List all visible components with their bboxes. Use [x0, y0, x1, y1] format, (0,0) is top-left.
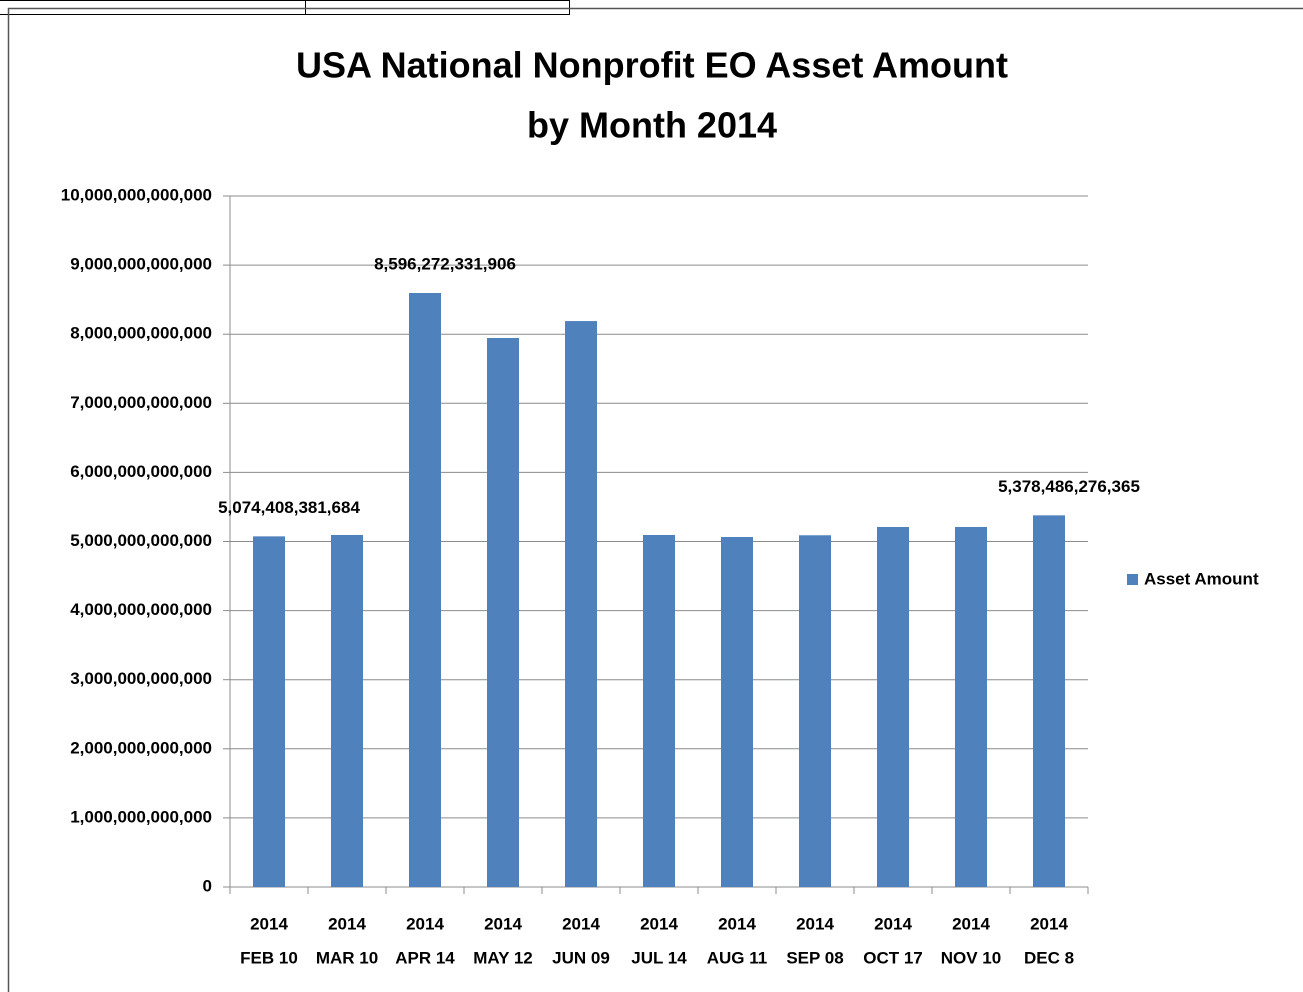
x-tick-label: 2014: [874, 914, 912, 933]
x-tick-label: JUN 09: [552, 948, 610, 967]
x-tick-label: MAR 10: [316, 948, 378, 967]
x-tick-label: OCT 17: [863, 948, 923, 967]
x-tick-label: SEP 08: [786, 948, 843, 967]
x-tick-label: 2014: [484, 914, 522, 933]
x-tick-label: JUL 14: [631, 948, 687, 967]
bar: [409, 292, 441, 888]
x-tick-label: 2014: [952, 914, 990, 933]
x-tick-label: NOV 10: [941, 948, 1001, 967]
data-label: 5,378,486,276,365: [998, 477, 1140, 496]
chart-title: by Month 2014: [527, 105, 777, 146]
bar: [643, 535, 675, 887]
x-tick-label: 2014: [250, 914, 288, 933]
y-tick-label: 3,000,000,000,000: [70, 669, 212, 688]
y-tick-label: 7,000,000,000,000: [70, 393, 212, 412]
x-tick-label: APR 14: [395, 948, 455, 967]
bar: [487, 338, 519, 887]
y-tick-label: 4,000,000,000,000: [70, 600, 212, 619]
y-tick-label: 8,000,000,000,000: [70, 324, 212, 343]
y-tick-label: 1,000,000,000,000: [70, 807, 212, 826]
y-tick-label: 0: [203, 876, 212, 895]
bar: [565, 321, 597, 887]
y-tick-label: 2,000,000,000,000: [70, 738, 212, 757]
x-tick-label: 2014: [640, 914, 678, 933]
bar: [877, 526, 909, 887]
x-tick-label: 2014: [406, 914, 444, 933]
x-tick-label: MAY 12: [473, 948, 533, 967]
legend-swatch: [1127, 574, 1138, 585]
bar: [253, 536, 285, 887]
y-tick-label: 5,000,000,000,000: [70, 531, 212, 550]
chart-title: USA National Nonprofit EO Asset Amount: [296, 45, 1008, 86]
bar: [955, 526, 987, 887]
y-tick-label: 9,000,000,000,000: [70, 255, 212, 274]
x-tick-label: 2014: [328, 914, 366, 933]
y-tick-label: 6,000,000,000,000: [70, 462, 212, 481]
bar: [721, 537, 753, 887]
data-label: 8,596,272,331,906: [374, 254, 516, 273]
data-label: 5,074,408,381,684: [218, 498, 360, 517]
y-tick-label: 10,000,000,000,000: [61, 185, 212, 204]
x-tick-label: AUG 11: [707, 948, 767, 967]
chart-frame: [7, 7, 1303, 992]
x-tick-label: FEB 10: [240, 948, 298, 967]
x-tick-label: 2014: [562, 914, 600, 933]
bar: [1033, 515, 1065, 887]
x-tick-label: 2014: [796, 914, 834, 933]
x-tick-label: DEC 8: [1024, 948, 1074, 967]
x-tick-label: 2014: [1030, 914, 1068, 933]
x-tick-label: 2014: [718, 914, 756, 933]
bar: [331, 535, 363, 887]
legend-label: Asset Amount: [1144, 569, 1259, 588]
bar: [799, 535, 831, 887]
